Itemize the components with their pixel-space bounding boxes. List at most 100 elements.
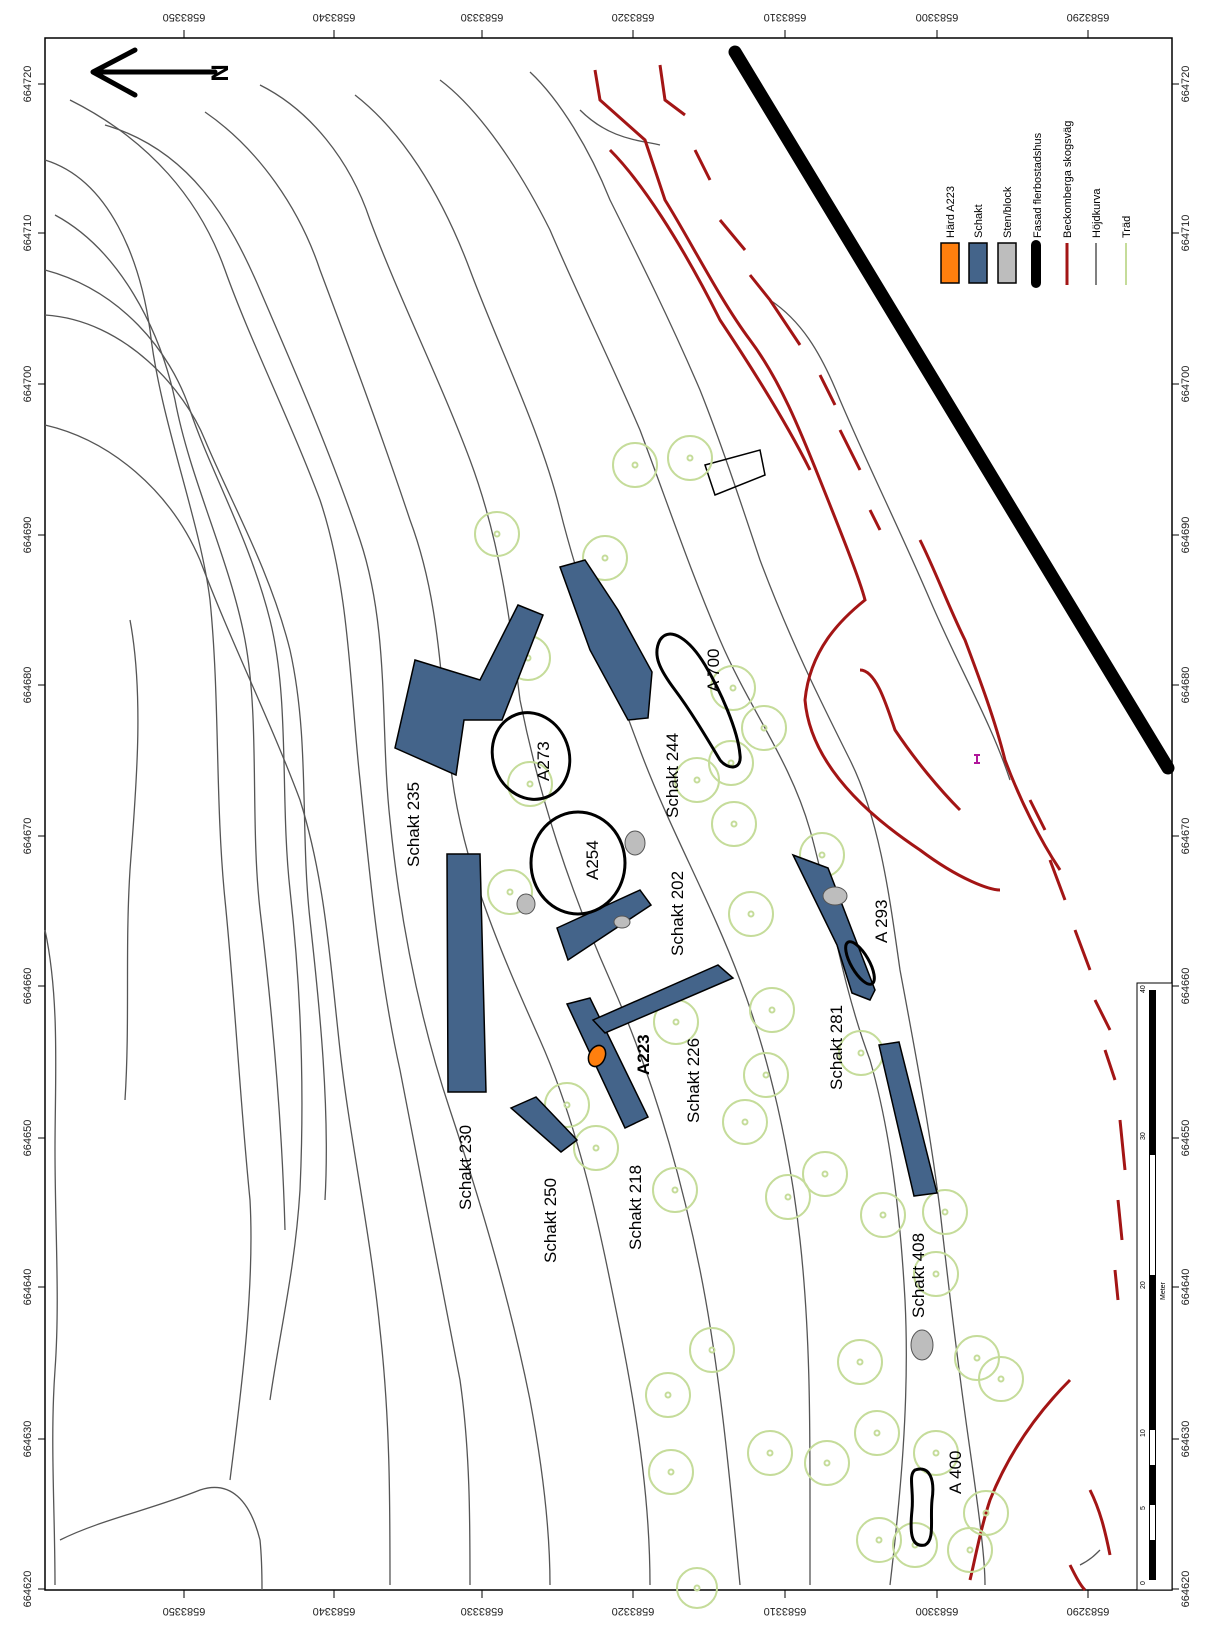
left-tick: 664630 (22, 1421, 34, 1458)
feature-a700 (655, 632, 742, 769)
schakt-218-shape (565, 997, 650, 1130)
tree (728, 891, 774, 937)
contour-line (44, 929, 58, 1586)
feature-a254 (529, 810, 627, 916)
right-tick: 664680 (1180, 667, 1192, 704)
tree (922, 1189, 968, 1235)
legend-swatch-schakt (968, 242, 988, 284)
left-tick: 664640 (22, 1269, 34, 1306)
scale-bar-white-seg (1150, 1430, 1155, 1465)
contour-line (1079, 1549, 1101, 1566)
feature-labels: Schakt 235 Schakt 244 Schakt 202 Schakt … (404, 649, 965, 1495)
label-a400: A 400 (946, 1451, 965, 1495)
contour-line (124, 619, 139, 1101)
bottom-tick: 6583350 (163, 1605, 206, 1617)
bottom-tick: 6583300 (916, 1605, 959, 1617)
contour-line (769, 299, 1011, 781)
left-axis-tick-labels: 664620 664630 664640 664650 664660 66467… (22, 66, 34, 1608)
stone (822, 886, 848, 906)
stone (516, 893, 536, 915)
left-tick: 664680 (22, 667, 34, 704)
label-schakt-250: Schakt 250 (541, 1178, 560, 1263)
contour-line (579, 109, 661, 146)
tree (802, 1151, 848, 1197)
tree (674, 757, 720, 803)
label-a223: A223 (634, 1034, 653, 1075)
tree (710, 665, 756, 711)
label-a254: A254 (583, 840, 602, 880)
contour-line (44, 159, 252, 1481)
label-schakt-218: Schakt 218 (626, 1165, 645, 1250)
contour-line (259, 84, 741, 1586)
road-line (1088, 1489, 1112, 1556)
scale-bar-black (1149, 990, 1156, 1580)
legend-swatch-sten (997, 242, 1017, 284)
bottom-tick: 6583340 (313, 1605, 356, 1617)
tree (913, 1251, 959, 1297)
right-tick: 664640 (1180, 1269, 1192, 1306)
small-building-outline (704, 449, 766, 496)
road-line (918, 539, 1062, 871)
label-a293: A 293 (872, 900, 891, 944)
left-tick: 664670 (22, 818, 34, 855)
tree (667, 435, 713, 481)
marker-icon (974, 754, 980, 764)
map-frame (44, 37, 1173, 1591)
legend-label: Härd A223 (945, 186, 957, 238)
tree (743, 1052, 789, 1098)
scale-tick: 40 (1140, 985, 1147, 993)
right-axis-tick-labels: 664620 664630 664640 664650 664660 66467… (1180, 66, 1192, 1608)
grid-tick-marks (38, 30, 1179, 1598)
road-lines (593, 64, 1127, 1592)
contour-line (354, 94, 811, 1585)
trenches (394, 559, 938, 1197)
tree (860, 1192, 906, 1238)
right-tick: 664710 (1180, 215, 1192, 252)
road-line (608, 148, 812, 471)
right-tick: 664670 (1180, 818, 1192, 855)
contour-line (69, 99, 471, 1586)
scale-bar-white-seg (1150, 1505, 1155, 1540)
tree (978, 1356, 1024, 1402)
bottom-tick: 6583330 (461, 1605, 504, 1617)
contour-line (204, 111, 651, 1586)
right-tick: 664690 (1180, 517, 1192, 554)
schakt-250-shape (509, 1096, 579, 1153)
stone (613, 915, 631, 929)
schakt-281-shape (791, 853, 876, 1001)
scale-bar: 0 5 10 20 30 40 Meter (1136, 982, 1173, 1591)
left-tick: 664620 (22, 1571, 34, 1608)
schakt-408-shape (878, 1041, 938, 1197)
label-schakt-281: Schakt 281 (827, 1005, 846, 1090)
top-tick: 6583310 (764, 11, 807, 23)
tree (582, 535, 628, 581)
bottom-tick: 6583290 (1067, 1605, 1110, 1617)
left-tick: 664690 (22, 517, 34, 554)
label-schakt-226: Schakt 226 (684, 1038, 703, 1123)
top-tick: 6583320 (612, 11, 655, 23)
tree (765, 1174, 811, 1220)
right-tick: 664630 (1180, 1421, 1192, 1458)
schakt-202-shape (556, 889, 653, 962)
tree (749, 987, 795, 1033)
tree (689, 1327, 735, 1373)
tree (474, 511, 520, 557)
scale-tick: 0 (1140, 1581, 1147, 1585)
tree (856, 1517, 902, 1563)
label-schakt-244: Schakt 244 (663, 733, 682, 818)
tree (837, 1339, 883, 1385)
legend-label: Höjdkurva (1091, 188, 1103, 238)
feature-a293 (844, 940, 876, 986)
left-tick: 664710 (22, 215, 34, 252)
right-tick: 664650 (1180, 1120, 1192, 1157)
stone (910, 1329, 934, 1361)
top-tick: 6583290 (1067, 11, 1110, 23)
road-line (1068, 1564, 1087, 1592)
schakt-226-shape (591, 964, 735, 1034)
scale-bar-white-seg (1150, 1155, 1155, 1275)
label-schakt-202: Schakt 202 (668, 871, 687, 956)
north-label: N (207, 64, 234, 81)
contour-line (44, 314, 327, 1201)
road-line (1113, 1119, 1127, 1301)
